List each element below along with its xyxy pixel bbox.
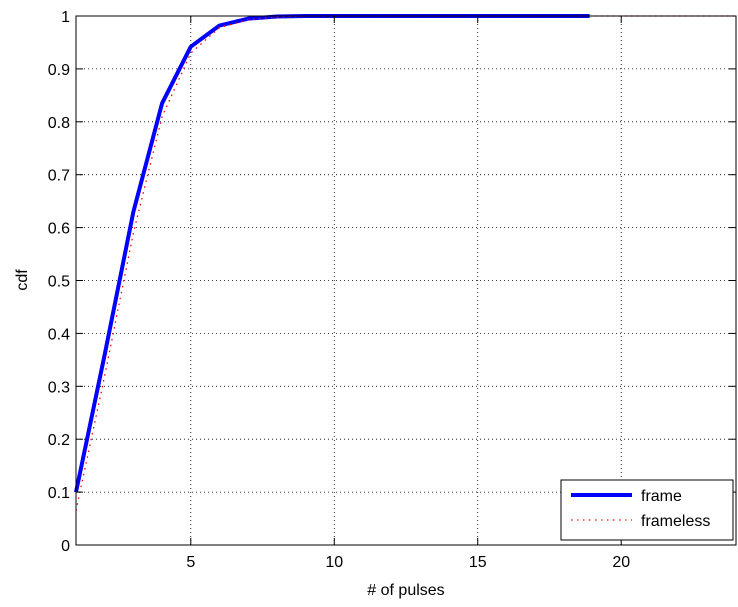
legend: frame frameless <box>560 479 734 541</box>
axis-ticks: 5 10 15 20 0 0.1 0.2 0.3 0.4 0.5 0.6 0.7 0.8 0.9 1 <box>48 9 736 571</box>
y-tick-label: 0.5 <box>48 274 70 291</box>
x-tick-label: 5 <box>186 554 195 571</box>
grid-lines <box>76 16 736 545</box>
y-tick-label: 0.4 <box>48 326 70 343</box>
plot-background <box>76 16 736 545</box>
legend-box <box>560 479 734 541</box>
y-tick-label: 0.2 <box>48 432 70 449</box>
y-tick-label: 0.9 <box>48 62 70 79</box>
y-tick-label: 0.1 <box>48 485 70 502</box>
legend-label-frameless: frameless <box>641 513 710 530</box>
y-tick-label: 0.6 <box>48 221 70 238</box>
y-tick-label: 0 <box>61 538 70 555</box>
x-axis-label: # of pulses <box>367 582 444 599</box>
y-tick-label: 0.8 <box>48 115 70 132</box>
x-tick-label: 20 <box>612 554 630 571</box>
x-tick-label: 15 <box>469 554 487 571</box>
x-tick-label: 10 <box>325 554 343 571</box>
y-tick-label: 0.7 <box>48 168 70 185</box>
y-tick-label: 1 <box>61 9 70 26</box>
y-axis-label: cdf <box>14 269 31 291</box>
legend-label-frame: frame <box>641 488 682 505</box>
y-tick-label: 0.3 <box>48 379 70 396</box>
